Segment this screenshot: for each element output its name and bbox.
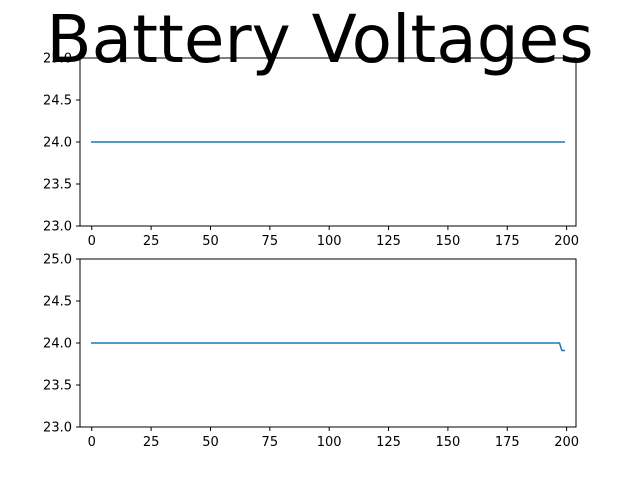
x-tick-label: 25 <box>143 435 160 450</box>
x-tick-label: 0 <box>88 234 96 249</box>
x-tick-label: 50 <box>202 234 219 249</box>
y-tick-label: 24.5 <box>43 295 72 310</box>
x-tick-label: 175 <box>495 234 520 249</box>
y-tick-label: 23.0 <box>43 220 72 235</box>
x-tick-label: 75 <box>262 234 279 249</box>
y-tick-label: 24.0 <box>43 337 72 352</box>
x-tick-label: 25 <box>143 234 160 249</box>
x-tick-label: 75 <box>262 435 279 450</box>
x-tick-label: 50 <box>202 435 219 450</box>
axes-bottom: 0 25 50 75 100 125 150 175 200 23.0 23.5 24.0 24.5 25… <box>43 253 579 451</box>
x-tick-label: 175 <box>495 435 520 450</box>
x-tick-label: 0 <box>88 435 96 450</box>
x-tick-label: 200 <box>554 435 579 450</box>
x-tick-label: 125 <box>376 234 401 249</box>
y-tick-label: 25.0 <box>43 253 72 268</box>
x-tick-label: 150 <box>435 234 460 249</box>
y-tick-label: 24.5 <box>43 94 72 109</box>
figure-title: Battery Voltages <box>46 1 593 78</box>
y-tick-label: 23.0 <box>43 421 72 436</box>
series-line-0 <box>91 342 565 352</box>
y-tick-label: 25.0 <box>43 52 72 67</box>
x-tick-label: 100 <box>317 435 342 450</box>
x-tick-label: 100 <box>317 234 342 249</box>
y-tick-label: 23.5 <box>43 379 72 394</box>
y-tick-label: 23.5 <box>43 178 72 193</box>
y-tick-label: 24.0 <box>43 136 72 151</box>
x-tick-label: 125 <box>376 435 401 450</box>
x-tick-label: 150 <box>435 435 460 450</box>
axes-top: 0 25 50 75 100 125 150 175 200 23.0 23.5 24.0 24.5 25… <box>43 52 579 250</box>
x-tick-label: 200 <box>554 234 579 249</box>
